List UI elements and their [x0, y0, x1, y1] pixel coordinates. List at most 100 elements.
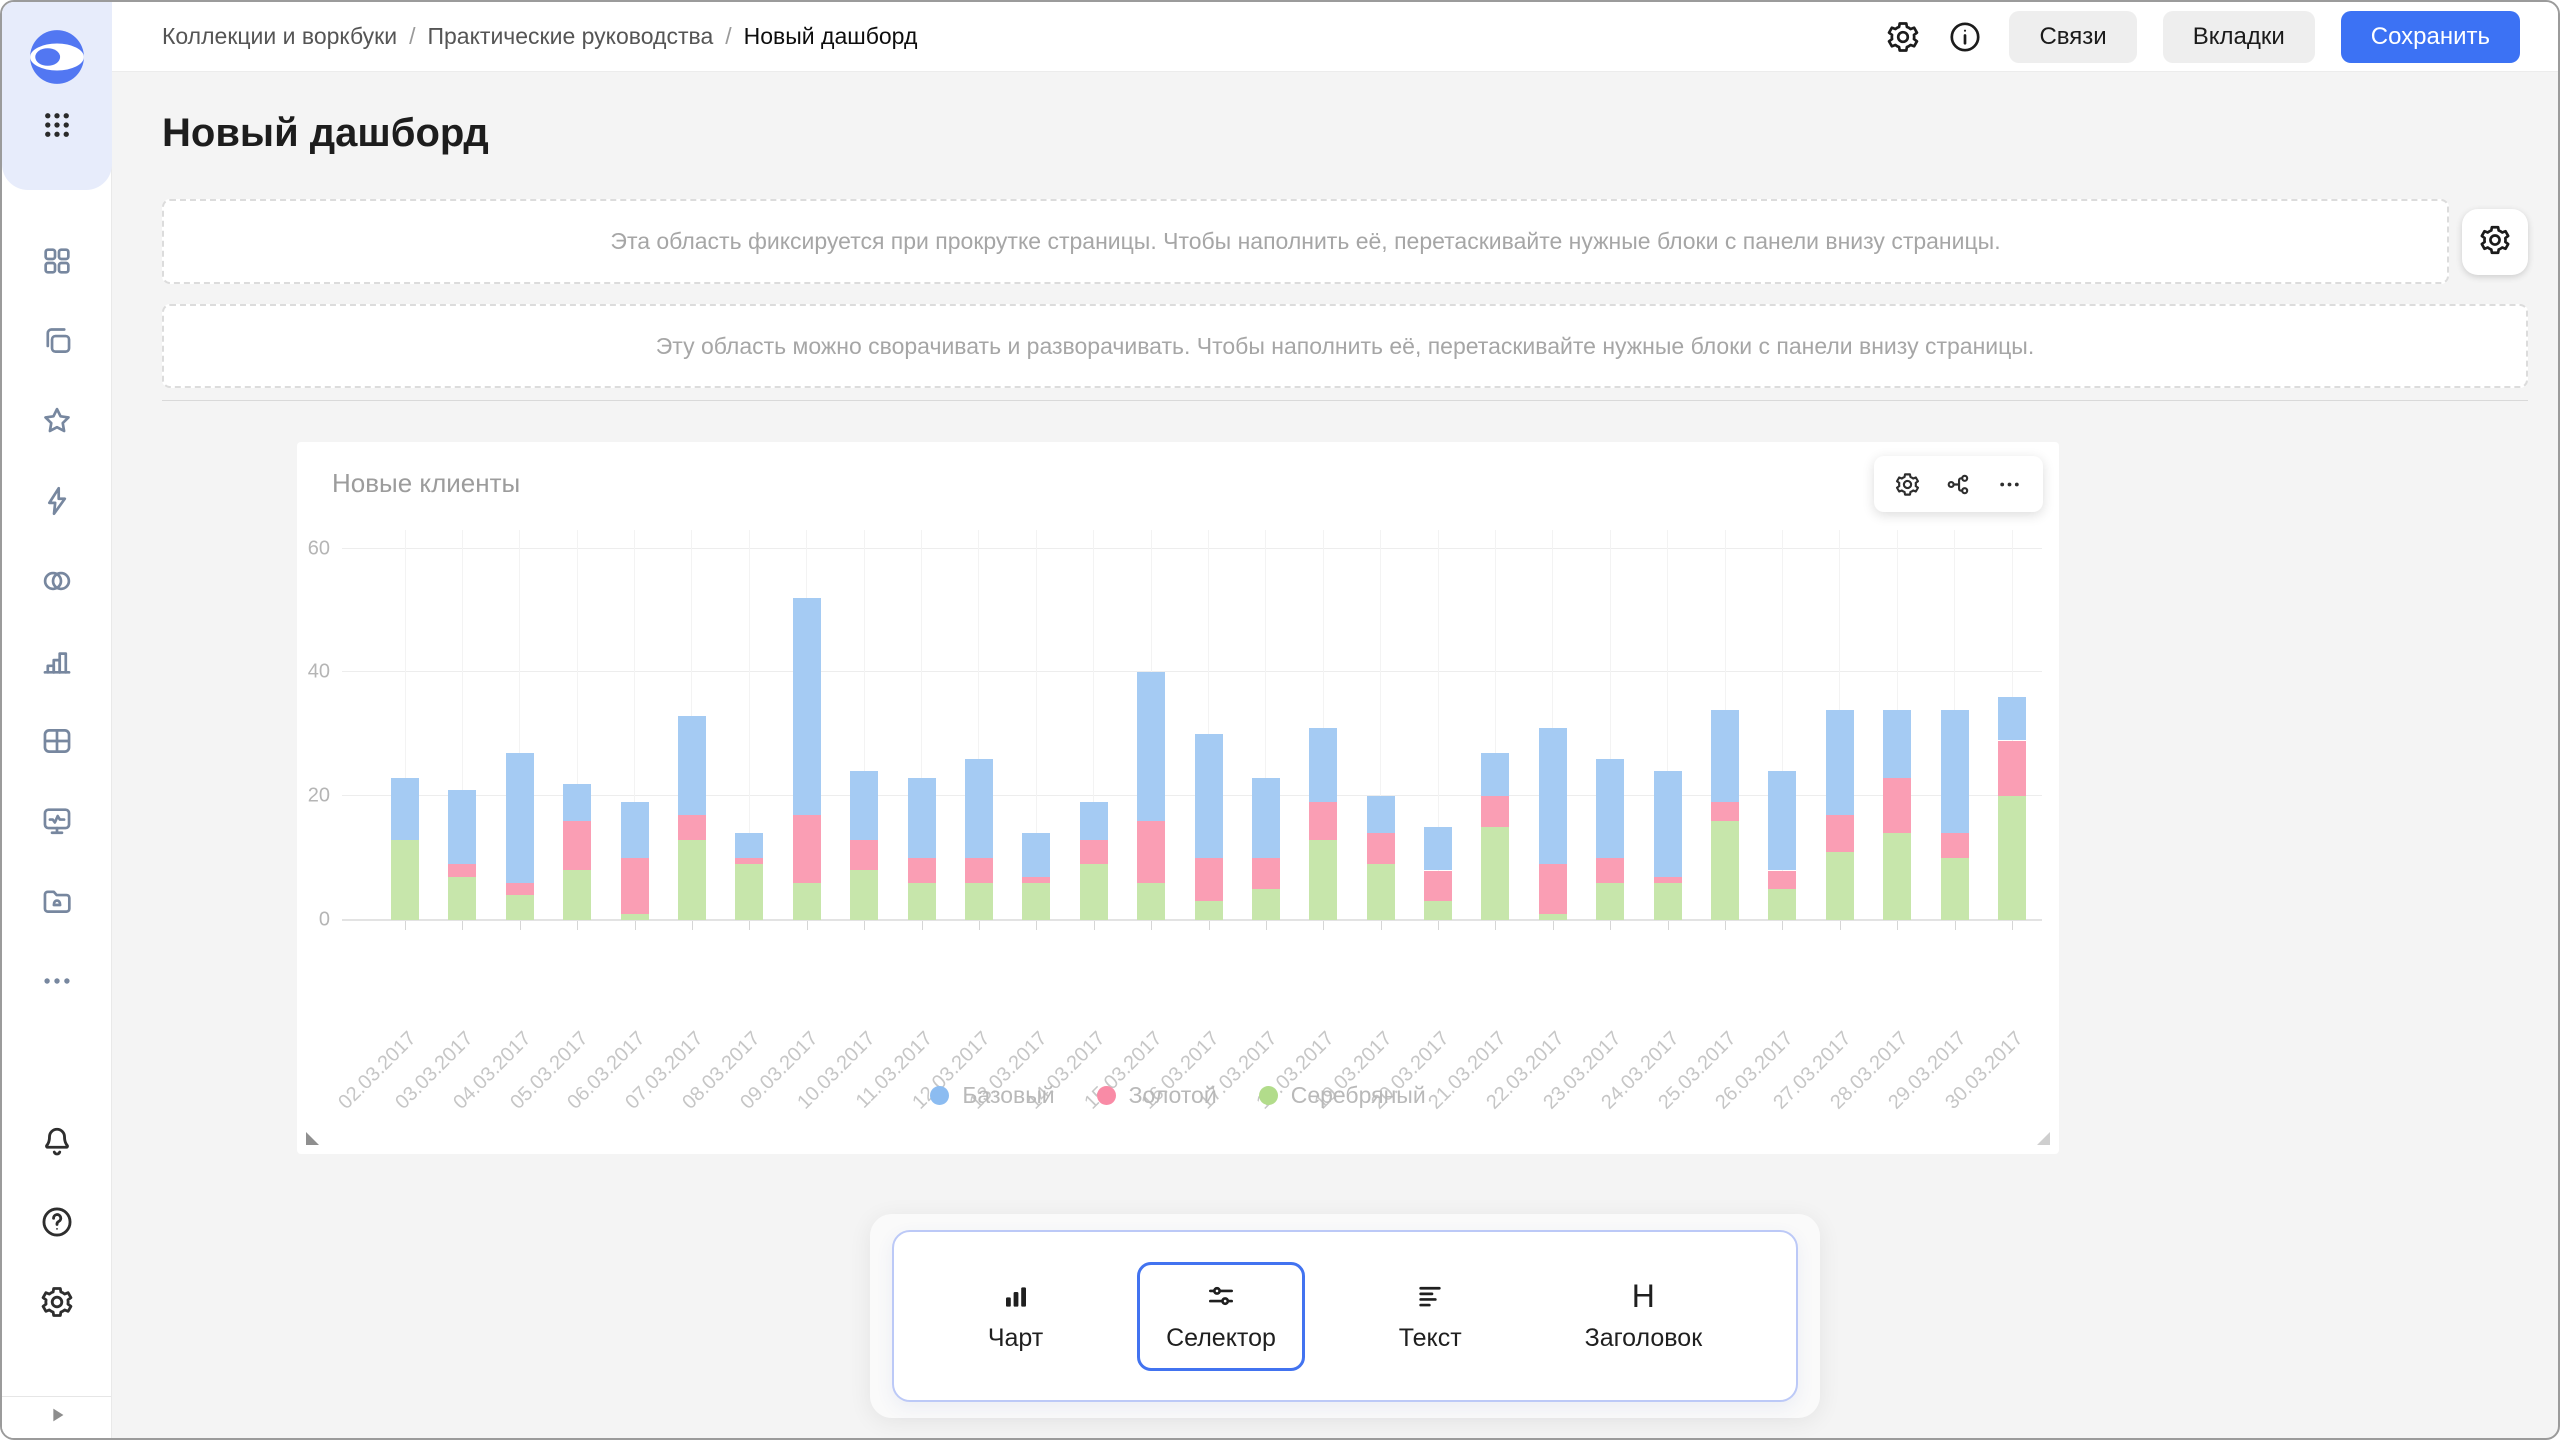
bar-segment[interactable] — [1998, 796, 2026, 920]
bar-segment[interactable] — [505, 895, 534, 920]
help-icon[interactable] — [39, 1204, 75, 1240]
fixed-area-placeholder[interactable]: Эта область фиксируется при прокрутке ст… — [162, 199, 2449, 284]
bar-segment[interactable] — [620, 802, 649, 859]
bar-segment[interactable] — [1711, 820, 1740, 920]
bar-segment[interactable] — [1825, 851, 1854, 920]
bar-segment[interactable] — [1251, 858, 1280, 890]
bar-segment[interactable] — [563, 820, 592, 871]
bar-segment[interactable] — [391, 839, 419, 920]
bar-segment[interactable] — [1596, 759, 1625, 859]
bar-segment[interactable] — [1883, 777, 1912, 834]
bar-segment[interactable] — [1883, 709, 1912, 778]
panel-item-selector[interactable]: Селектор — [1137, 1261, 1305, 1371]
panel-item-chart[interactable]: Чарт — [959, 1262, 1072, 1371]
datalens-logo[interactable] — [28, 28, 86, 86]
bar-segment[interactable] — [850, 870, 879, 920]
bar-segment[interactable] — [964, 759, 993, 859]
collapsible-area-placeholder[interactable]: Эту область можно сворачивать и разворач… — [162, 304, 2528, 388]
save-button[interactable]: Сохранить — [2340, 10, 2520, 63]
bar-segment[interactable] — [505, 752, 534, 883]
tabs-button[interactable]: Вкладки — [2162, 10, 2315, 63]
bar-segment[interactable] — [1711, 802, 1740, 821]
info-icon[interactable] — [1947, 19, 1983, 55]
bar-segment[interactable] — [391, 777, 419, 840]
tiles-icon[interactable] — [40, 244, 74, 278]
bar-segment[interactable] — [505, 882, 534, 896]
bar-segment[interactable] — [1883, 833, 1912, 920]
bar-segment[interactable] — [735, 864, 764, 920]
settings-icon[interactable] — [39, 1284, 75, 1320]
panel-item-heading[interactable]: H Заголовок — [1556, 1262, 1732, 1371]
legend-item[interactable]: Базовый — [930, 1082, 1055, 1109]
bar-segment[interactable] — [620, 913, 649, 920]
bar-segment[interactable] — [1653, 882, 1682, 920]
bar-segment[interactable] — [850, 839, 879, 871]
panel-item-text[interactable]: Текст — [1370, 1262, 1491, 1371]
bar-segment[interactable] — [1194, 734, 1223, 859]
bar-segment[interactable] — [448, 864, 477, 877]
bar-segment[interactable] — [1940, 858, 1969, 920]
bar-segment[interactable] — [1596, 858, 1625, 883]
bar-segment[interactable] — [1538, 728, 1567, 865]
expand-icon[interactable] — [46, 1404, 68, 1431]
fixed-area-settings-button[interactable] — [2462, 208, 2528, 275]
star-icon[interactable] — [40, 404, 74, 438]
folder-icon[interactable] — [40, 884, 74, 918]
legend-item[interactable]: Серебряный — [1258, 1082, 1426, 1109]
bar-segment[interactable] — [677, 814, 706, 840]
bar-segment[interactable] — [1653, 876, 1682, 883]
bar-segment[interactable] — [1481, 752, 1510, 797]
settings-icon[interactable] — [1894, 471, 1921, 498]
bar-segment[interactable] — [1309, 802, 1338, 840]
bar-segment[interactable] — [1825, 814, 1854, 852]
links-icon[interactable] — [1945, 471, 1972, 498]
bar-segment[interactable] — [1940, 709, 1969, 834]
bar-segment[interactable] — [1079, 839, 1108, 865]
bar-segment[interactable] — [1998, 740, 2026, 797]
table-icon[interactable] — [40, 724, 74, 758]
bar-segment[interactable] — [850, 771, 879, 840]
bar-segment[interactable] — [1424, 870, 1453, 902]
bar-segment[interactable] — [1309, 728, 1338, 803]
bar-segment[interactable] — [1079, 802, 1108, 840]
bar-segment[interactable] — [1022, 876, 1051, 883]
bar-segment[interactable] — [792, 882, 821, 920]
bar-segment[interactable] — [448, 790, 477, 865]
bar-segment[interactable] — [620, 858, 649, 914]
bar-segment[interactable] — [1137, 820, 1166, 883]
bar-segment[interactable] — [1711, 709, 1740, 803]
bar-segment[interactable] — [1768, 870, 1797, 890]
apps-grid-icon[interactable] — [42, 110, 72, 140]
breadcrumb-item[interactable]: Коллекции и воркбуки — [162, 23, 398, 49]
bar-segment[interactable] — [735, 858, 764, 865]
bar-segment[interactable] — [1538, 864, 1567, 914]
bar-segment[interactable] — [1137, 672, 1166, 821]
bar-segment[interactable] — [1825, 709, 1854, 815]
bar-segment[interactable] — [907, 777, 936, 859]
circles-icon[interactable] — [40, 564, 74, 598]
bar-segment[interactable] — [1309, 839, 1338, 920]
lightning-icon[interactable] — [40, 484, 74, 518]
more-icon[interactable] — [40, 964, 74, 998]
bar-segment[interactable] — [1940, 833, 1969, 859]
more-icon[interactable] — [1996, 471, 2023, 498]
bar-segment[interactable] — [1194, 858, 1223, 902]
bar-segment[interactable] — [735, 833, 764, 859]
bar-segment[interactable] — [1194, 901, 1223, 920]
bar-segment[interactable] — [964, 858, 993, 883]
bar-segment[interactable] — [1366, 833, 1395, 865]
breadcrumb-item[interactable]: Практические руководства — [427, 23, 714, 49]
bar-segment[interactable] — [1768, 889, 1797, 920]
bar-segment[interactable] — [677, 715, 706, 815]
monitor-icon[interactable] — [40, 804, 74, 838]
bar-chart-icon[interactable] — [40, 644, 74, 678]
bar-segment[interactable] — [964, 882, 993, 920]
resize-handle-bottom-left[interactable] — [306, 1132, 319, 1145]
bar-segment[interactable] — [1481, 796, 1510, 828]
bar-segment[interactable] — [1251, 777, 1280, 859]
bar-segment[interactable] — [792, 814, 821, 883]
bar-segment[interactable] — [1424, 827, 1453, 871]
settings-icon[interactable] — [1885, 19, 1921, 55]
bar-segment[interactable] — [1653, 771, 1682, 877]
bar-segment[interactable] — [1251, 889, 1280, 920]
